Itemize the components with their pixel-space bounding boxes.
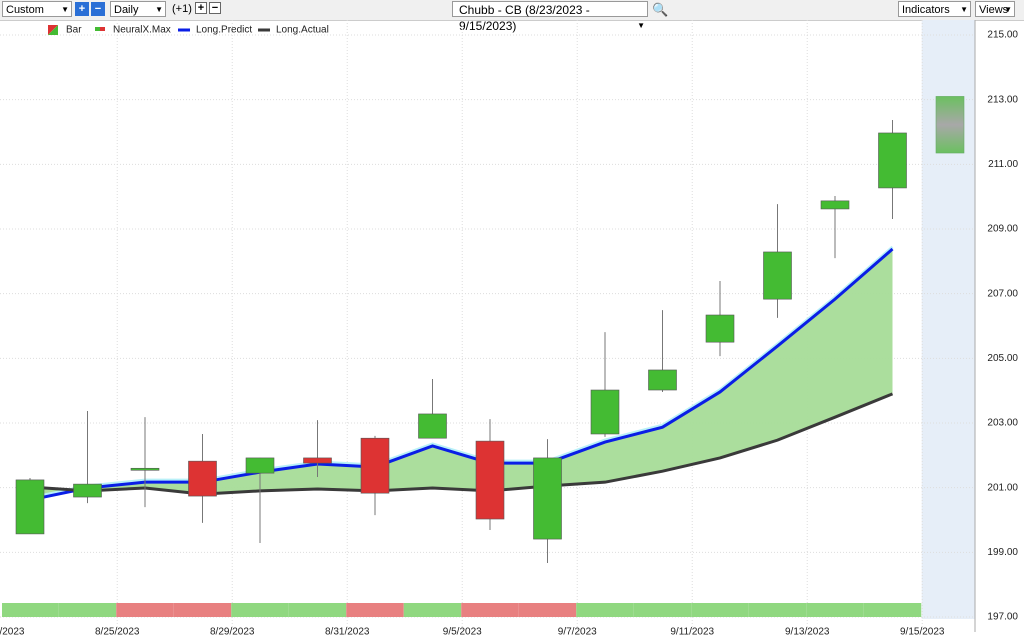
line-glow — [29, 245, 894, 500]
views-select[interactable]: Views — [975, 1, 1015, 18]
forecast-box — [935, 96, 965, 154]
legend-label: Long.Predict — [196, 25, 252, 36]
signal-cell — [231, 603, 289, 617]
zoom-out[interactable]: − — [91, 2, 105, 16]
signal-cell — [288, 603, 347, 617]
legend-label: Bar — [66, 25, 82, 36]
candle-body — [303, 457, 332, 464]
x-tick-label: 9/11/2023 — [670, 627, 714, 638]
y-tick-label: 207.00 — [987, 288, 1018, 299]
y-tick-label: 197.00 — [987, 612, 1018, 623]
offset-plus[interactable]: + — [195, 2, 207, 14]
signal-cell — [576, 603, 634, 617]
signal-cell — [173, 603, 232, 617]
legend-icon — [95, 27, 100, 31]
candle-body — [475, 440, 505, 520]
x-tick-label: 8/29/2023 — [210, 627, 255, 638]
signal-cell — [2, 603, 59, 617]
x-tick-label: 8/23/2023 — [0, 627, 25, 638]
legend-icon — [48, 25, 58, 35]
toolbar: Custom + − Daily (+1) + − Chubb - CB (8/… — [0, 0, 1024, 34]
signal-cell — [863, 603, 922, 617]
line-series — [29, 247, 894, 502]
signal-cell — [806, 603, 864, 617]
chart: 215.00 213.00 211.00 209.00 207.00 205.00 203.… — [0, 20, 1018, 638]
x-tick-label: 9/13/2023 — [785, 627, 830, 638]
search-icon[interactable]: 🔍 — [652, 2, 669, 17]
x-tick-label: 8/31/2023 — [325, 627, 370, 638]
y-tick-label: 203.00 — [987, 418, 1018, 429]
signal-cell — [403, 603, 462, 617]
signal-cell — [748, 603, 807, 617]
y-tick-label: 209.00 — [987, 224, 1018, 235]
signal-cell — [58, 603, 117, 617]
legend-label: Long.Actual — [276, 25, 329, 36]
x-tick-label: 9/7/2023 — [558, 627, 597, 638]
x-tick-label: 9/15/2023 — [900, 627, 945, 638]
signal-cell — [461, 603, 519, 617]
y-tick-label: 201.00 — [987, 482, 1018, 493]
interval-select[interactable]: Daily — [110, 1, 166, 18]
candle-body — [130, 467, 160, 471]
candle-body — [73, 483, 102, 498]
spread-fill — [30, 249, 893, 500]
candle-body — [188, 460, 217, 497]
y-tick-label: 199.00 — [987, 547, 1018, 558]
offset-minus[interactable]: − — [209, 2, 221, 14]
candle-body — [705, 314, 735, 343]
candle-body — [15, 479, 45, 535]
signal-cell — [346, 603, 404, 617]
candle-body — [590, 389, 620, 435]
signal-cell — [518, 603, 577, 617]
offset: (+1) — [172, 3, 192, 15]
y-tick-label: 213.00 — [987, 94, 1018, 105]
line-series — [29, 392, 894, 496]
symbol-title[interactable]: Chubb - CB (8/23/2023 - 9/15/2023) — [452, 1, 648, 34]
range-select[interactable]: Custom — [2, 1, 72, 18]
candle-body — [820, 200, 850, 210]
candle-body — [418, 413, 447, 439]
y-tick-label: 215.00 — [987, 30, 1018, 41]
signal-cell — [691, 603, 749, 617]
legend-label: NeuralX.Max — [113, 25, 171, 36]
y-tick-label: 205.00 — [987, 353, 1018, 364]
candle-body — [763, 251, 792, 300]
candle-body — [648, 369, 677, 391]
legend-icon — [100, 27, 105, 31]
x-tick-label: 8/25/2023 — [95, 627, 140, 638]
y-tick-label: 211.00 — [988, 159, 1018, 170]
x-tick-label: 9/5/2023 — [443, 627, 482, 638]
zoom-in[interactable]: + — [75, 2, 89, 16]
signal-cell — [116, 603, 174, 617]
candle-body — [878, 132, 907, 189]
signal-cell — [633, 603, 692, 617]
candle-body — [533, 457, 562, 540]
indicators-select[interactable]: Indicators — [898, 1, 971, 18]
candle-body — [360, 437, 390, 494]
candle-body — [245, 457, 275, 474]
